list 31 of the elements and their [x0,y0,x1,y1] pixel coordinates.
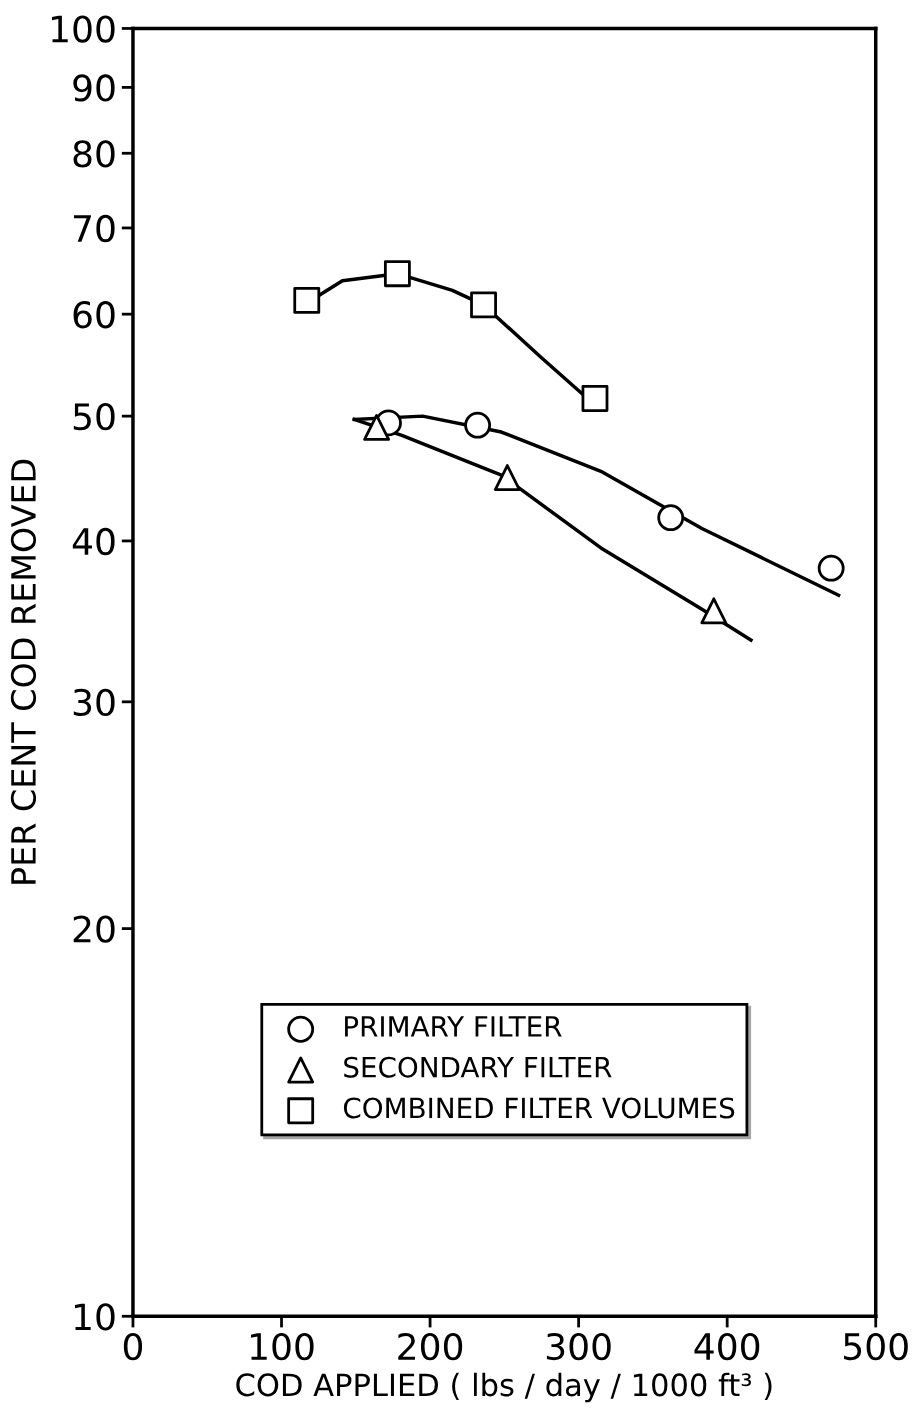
x-tick-label: 300 [546,1332,611,1361]
point [657,504,685,532]
y-tick-label: 50 [73,403,115,431]
point [493,464,521,491]
legend-label: PRIMARY FILTER [345,1016,562,1037]
y-tick-label: 40 [72,527,115,556]
point [470,291,497,319]
point [383,260,411,288]
legend-label: SECONDARY FILTER [344,1056,612,1078]
point [363,414,391,441]
y-tick-label: 10 [75,1303,115,1331]
point [581,385,609,412]
point [464,411,492,439]
legend-label: COMBINED FILTER VOLUMES [343,1097,735,1119]
point [700,597,728,625]
x-tick-label: 100 [251,1332,314,1361]
y-tick-label: 60 [73,301,115,329]
x-tick-label: 500 [844,1332,908,1361]
y-tick-label: 70 [74,214,115,243]
point [293,286,321,314]
y-tick-label: 100 [52,15,115,43]
x-axis-title: COD APPLIED ( lbs / day / 1000 ft³ ) [236,1372,772,1403]
x-tick-label: 400 [694,1332,760,1361]
x-tick-label: 0 [123,1332,143,1361]
y-axis-title: PER CENT COD REMOVED [10,459,37,884]
y-tick-label: 80 [73,140,115,168]
point [817,554,845,582]
y-tick-label: 20 [73,915,115,943]
y-tick-label: 90 [73,74,115,102]
y-tick-label: 30 [73,688,115,717]
x-tick-label: 200 [398,1332,463,1361]
